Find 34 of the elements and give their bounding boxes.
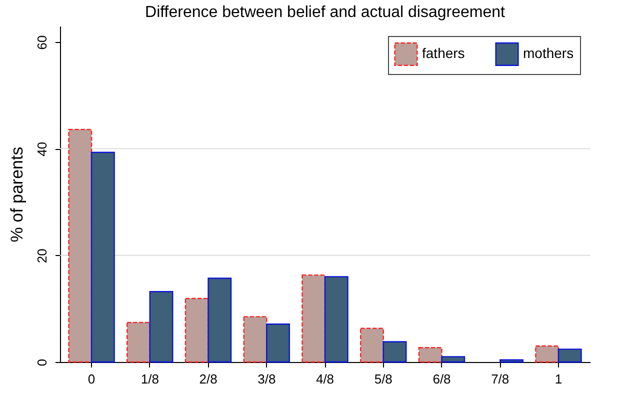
bar [382, 341, 407, 363]
bar [90, 152, 115, 363]
y-tick-label: 20 [34, 248, 50, 264]
x-tick-label: 1/8 [140, 372, 159, 386]
y-axis-title: % of parents [8, 146, 26, 242]
y-tick-label: 60 [34, 35, 50, 50]
x-tick-label: 7/8 [491, 372, 510, 386]
x-tick-label: 6/8 [432, 372, 451, 386]
bar [208, 278, 232, 363]
x-tick-label: 2/8 [199, 372, 218, 386]
x-tick-label: 3/8 [258, 372, 276, 386]
bar [149, 291, 174, 363]
chart-title: Difference between belief and actual disagreement [145, 4, 506, 21]
bar [558, 348, 582, 363]
bar [184, 298, 209, 363]
x-tick-label: 4/8 [316, 372, 334, 386]
bar [441, 356, 466, 363]
x-tick-label: 0 [88, 372, 96, 386]
bar [500, 359, 524, 363]
bar [243, 316, 268, 363]
x-tick-label: 1 [554, 372, 562, 386]
legend-label: mothers [523, 45, 574, 62]
bar [266, 324, 290, 363]
legend-label: fathers [422, 45, 465, 62]
bar [360, 328, 384, 363]
x-tick-label: 5/8 [374, 372, 392, 386]
bar [302, 274, 326, 363]
bar [68, 128, 92, 363]
bar [126, 322, 150, 363]
bar [535, 345, 560, 363]
bar [418, 347, 442, 363]
y-tick-label: 40 [34, 142, 50, 156]
y-tick-label: 0 [34, 358, 50, 366]
bar [324, 276, 348, 363]
